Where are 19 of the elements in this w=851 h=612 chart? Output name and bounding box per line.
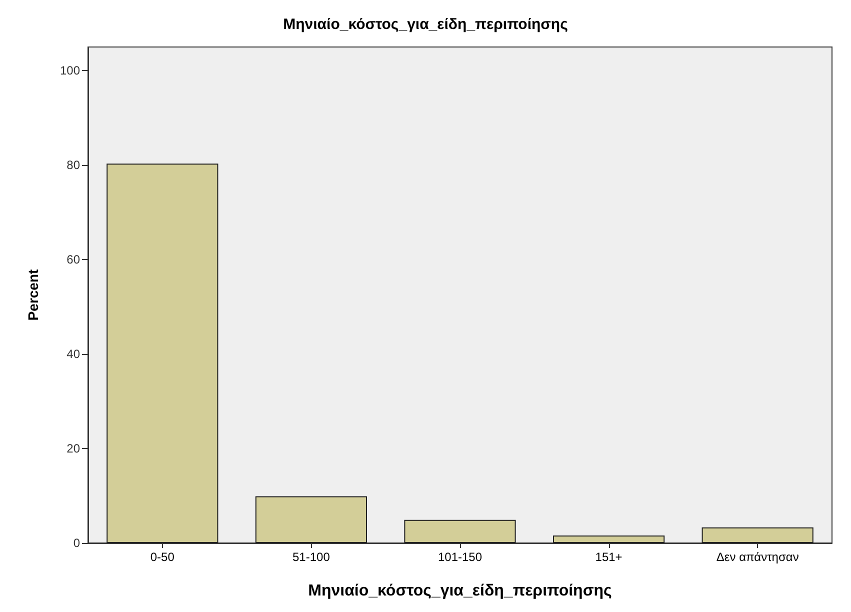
x-axis-title: Μηνιαίο_κόστος_για_είδη_περιποίησης	[308, 582, 612, 600]
y-tick-label: 0	[73, 536, 80, 550]
bar	[404, 520, 516, 543]
y-tick-label: 100	[60, 64, 80, 78]
x-tick-label: 51-100	[292, 550, 330, 564]
y-tick-label: 40	[66, 347, 80, 362]
bar	[106, 164, 218, 543]
chart-title: Μηνιαίο_κόστος_για_είδη_περιποίησης	[283, 16, 568, 33]
y-tick-label: 80	[66, 158, 80, 172]
x-tick-label: 0-50	[150, 550, 175, 564]
y-axis-title: Percent	[25, 268, 41, 321]
x-tick-label: Δεν απάντησαν	[716, 550, 799, 564]
x-tick-label: 151+	[595, 550, 622, 564]
bar	[553, 535, 665, 543]
bar	[702, 527, 814, 543]
bar	[255, 496, 367, 543]
y-tick-label: 60	[66, 252, 80, 267]
x-tick-label: 101-150	[438, 550, 482, 564]
y-tick-label: 20	[66, 442, 80, 456]
